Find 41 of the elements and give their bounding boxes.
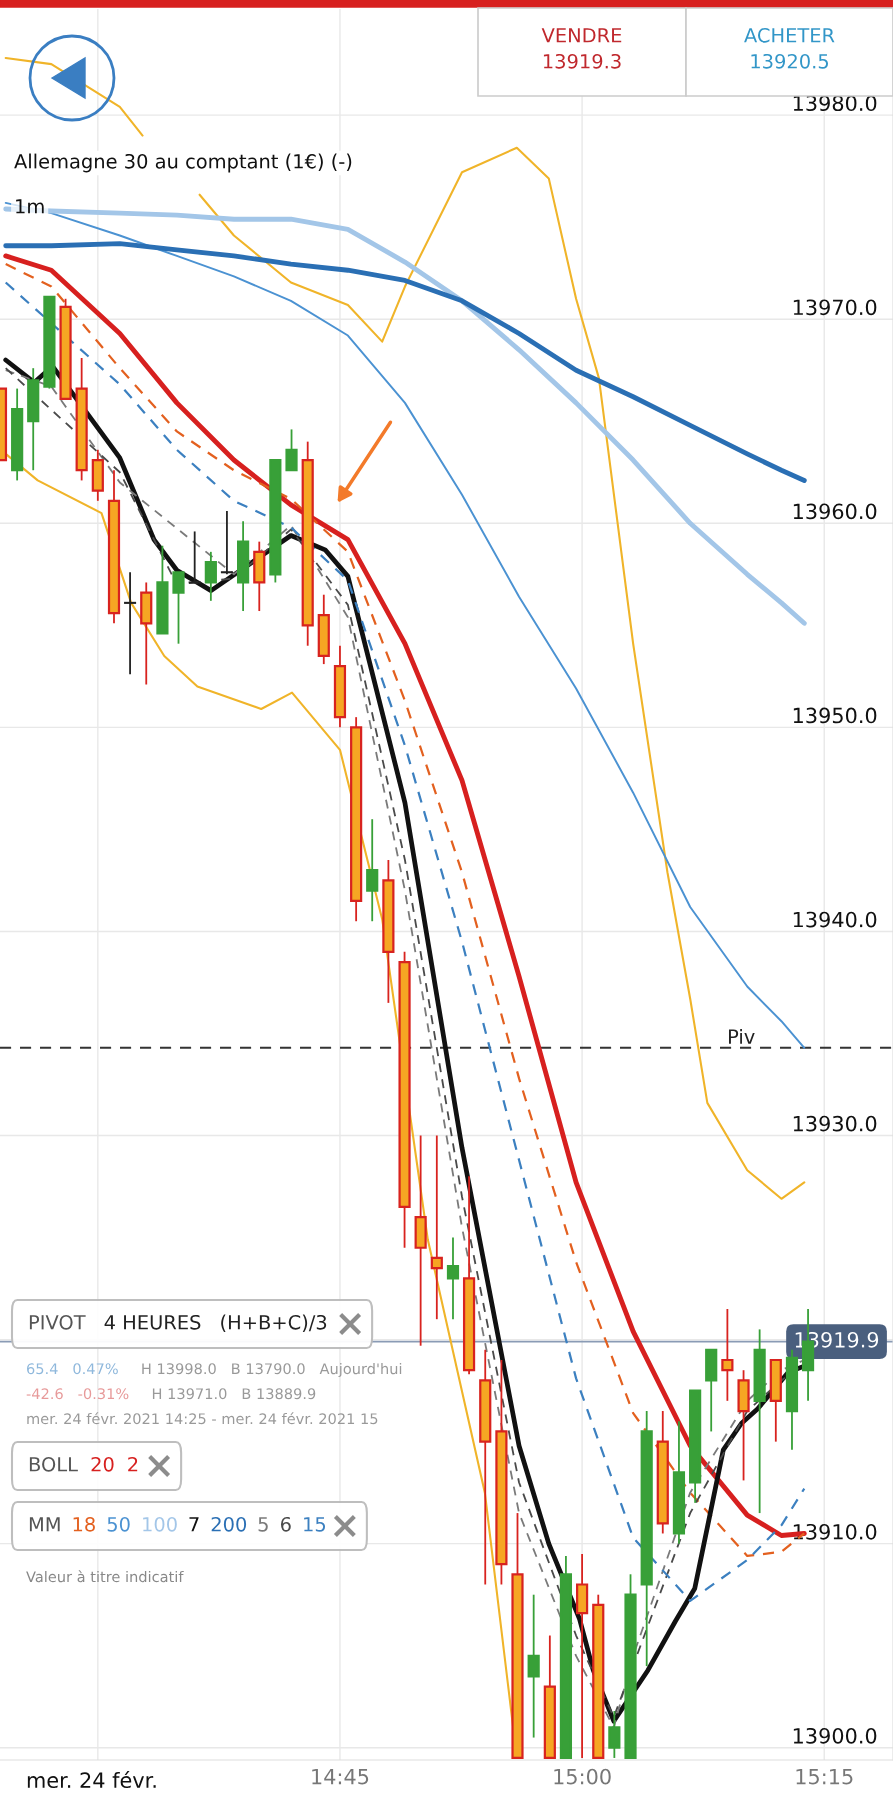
annotation: 13920.5 [751, 53, 829, 69]
annotation: H 13971.0 B 13889.9 [152, 1388, 316, 1400]
text: 50 [107, 1516, 130, 1532]
annotation: Valeur à titre indicatif [26, 1570, 184, 1583]
annotation: 2 [128, 1456, 138, 1472]
text: 1m [16, 199, 44, 214]
text: 5 [258, 1517, 268, 1532]
annotation: ACHETER [744, 27, 835, 43]
text: 100 [143, 1516, 177, 1532]
ref-line-label: 13919.9 [795, 1331, 879, 1348]
annotation: mer. 24 févr. 2021 14:25 - mer. 24 févr. 2021 15 [27, 1412, 378, 1425]
y-tick-label: 13970.0 [793, 299, 877, 316]
y-tick-label: 13980.0 [793, 95, 877, 112]
text: mer. 24 févr. [27, 1771, 156, 1789]
annotation: VENDRE [541, 28, 622, 43]
annotation: 65.4 0.47% [27, 1363, 118, 1375]
text: 15 [304, 1517, 326, 1532]
text: 7 [189, 1517, 199, 1532]
y-tick-label: 13940.0 [793, 911, 877, 928]
annotation: 13919.3 [543, 53, 621, 69]
y-tick-label: 13930.0 [793, 1115, 877, 1132]
y-tick-label: 13950.0 [793, 707, 877, 724]
x-tick-label: 14:45 [312, 1768, 369, 1785]
text: 20 [91, 1456, 114, 1472]
text: Allemagne 30 au comptant (1€) (-) [14, 153, 352, 173]
y-tick-label: 13900.0 [793, 1727, 877, 1744]
text: 6 [280, 1516, 291, 1532]
annotation: PIVOT [29, 1314, 86, 1330]
annotation: (H+B+C)/3 [221, 1314, 327, 1332]
annotation: 4 HEURES [104, 1314, 201, 1330]
text: 18 [73, 1516, 95, 1532]
annotation: BOLL [29, 1456, 78, 1472]
annotation: -42.6 -0.31% [26, 1388, 129, 1400]
x-tick-label: 15:00 [554, 1768, 611, 1785]
ref-line-label: Piv [729, 1028, 755, 1044]
x-tick-label: 15:15 [796, 1768, 853, 1785]
y-tick-label: 13910.0 [793, 1523, 877, 1540]
y-tick-label: 13960.0 [793, 503, 877, 520]
annotation: H 13998.0 B 13790.0 Aujourd'hui [142, 1362, 402, 1378]
text: 200 [211, 1516, 247, 1532]
annotation: MM [29, 1517, 60, 1532]
